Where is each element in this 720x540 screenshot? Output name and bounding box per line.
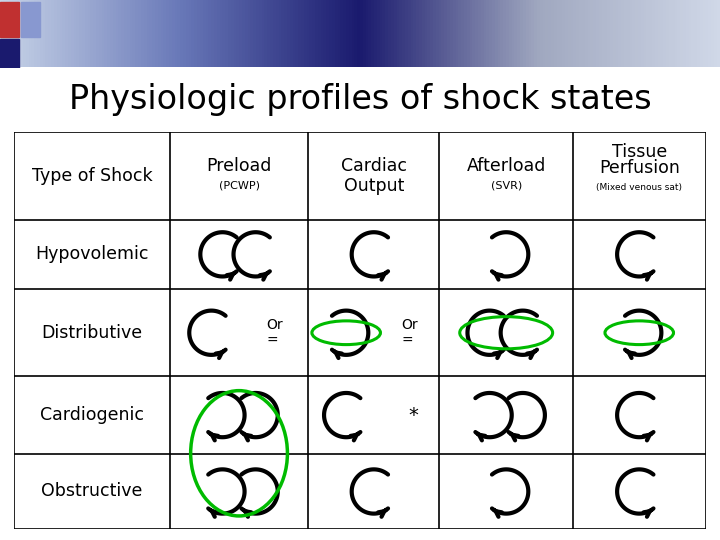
Text: Cardiogenic: Cardiogenic	[40, 406, 144, 424]
Bar	[21, 2, 40, 37]
Text: Tissue: Tissue	[611, 143, 667, 161]
Text: Preload: Preload	[207, 157, 271, 175]
Bar	[0, 2, 19, 37]
Text: Hypovolemic: Hypovolemic	[35, 245, 149, 264]
Text: Afterload: Afterload	[467, 157, 546, 175]
Text: (SVR): (SVR)	[490, 181, 522, 191]
Bar	[0, 39, 19, 68]
Text: Cardiac: Cardiac	[341, 157, 407, 175]
Text: Output: Output	[343, 177, 404, 195]
Text: Or
=: Or =	[402, 318, 418, 348]
Text: (PCWP): (PCWP)	[219, 181, 259, 191]
Text: Distributive: Distributive	[42, 324, 143, 342]
Text: (Mixed venous sat): (Mixed venous sat)	[596, 184, 683, 192]
Text: Perfusion: Perfusion	[599, 159, 680, 177]
Text: Obstructive: Obstructive	[42, 483, 143, 501]
Text: Or
=: Or =	[266, 318, 283, 348]
Text: Type of Shock: Type of Shock	[32, 167, 153, 185]
Text: *: *	[408, 406, 418, 424]
Text: Physiologic profiles of shock states: Physiologic profiles of shock states	[68, 83, 652, 117]
